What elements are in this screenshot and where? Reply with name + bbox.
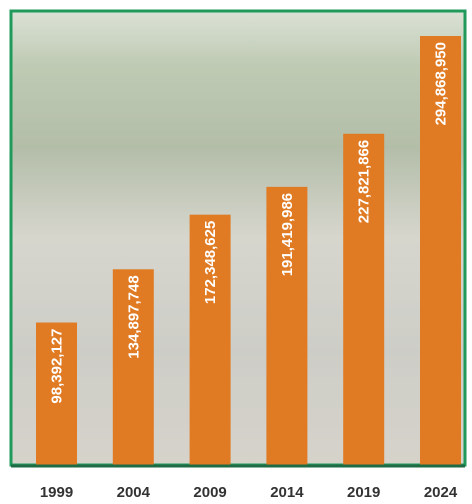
x-tick-label: 2014 bbox=[270, 484, 304, 501]
x-tick-label: 1999 bbox=[40, 484, 73, 501]
value-label: 191,419,986 bbox=[279, 193, 296, 276]
background-photo bbox=[11, 11, 465, 465]
bar bbox=[420, 36, 461, 466]
x-tick-label: 2004 bbox=[117, 484, 151, 501]
value-label: 172,348,625 bbox=[202, 221, 219, 304]
value-label: 294,868,950 bbox=[433, 42, 450, 125]
bar bbox=[36, 322, 77, 466]
x-tick-label: 2009 bbox=[193, 484, 226, 501]
bar bbox=[266, 186, 308, 466]
bar bbox=[189, 214, 231, 466]
photo-overlay bbox=[11, 11, 465, 465]
bar bbox=[343, 133, 385, 467]
value-label: 134,897,748 bbox=[125, 275, 142, 358]
plot: 98,392,127 1999 134,897,748 2004 172,348,625… bbox=[11, 36, 465, 501]
x-tick-label: 2024 bbox=[424, 484, 458, 501]
value-label: 98,392,127 bbox=[49, 329, 66, 404]
x-tick-label: 2019 bbox=[347, 484, 380, 501]
bar bbox=[112, 269, 154, 466]
value-label: 227,821,866 bbox=[356, 140, 373, 223]
